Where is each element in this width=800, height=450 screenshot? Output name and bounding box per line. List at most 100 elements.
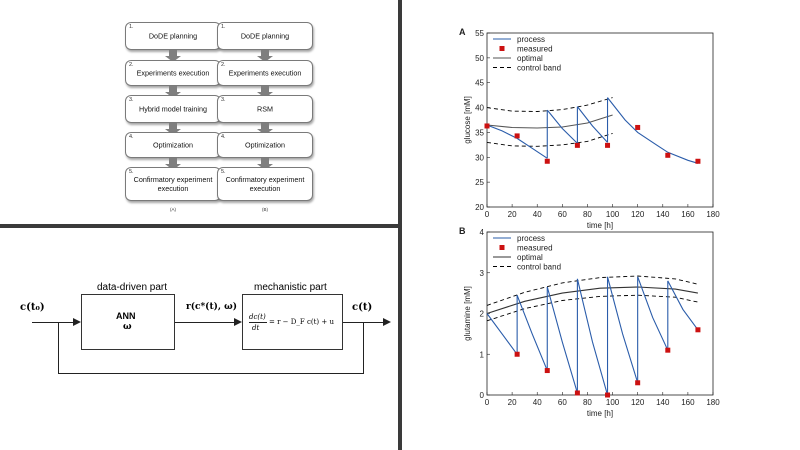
output-arrow-icon [383,318,391,326]
equation-denominator: dt [252,324,260,332]
x-tick-label: 120 [631,210,645,219]
equation-rhs: = r − D_F c(t) + u [269,318,334,326]
x-tick-label: 20 [508,398,517,407]
y-tick-label: 3 [480,269,485,278]
step-number: 4. [129,134,134,140]
legend-label: measured [517,244,553,253]
flowchart-b-step-3: 3. RSM [217,95,313,123]
step-number: 3. [221,97,226,103]
measured-point [544,368,550,374]
y-tick-label: 35 [475,128,484,137]
x-tick-label: 140 [656,210,670,219]
input-connector [32,322,73,323]
process-line-segment [576,278,609,396]
step-label: RSM [257,104,273,114]
measured-point [605,392,611,398]
process-line-segment [637,276,669,351]
x-tick-label: 80 [583,210,592,219]
feedback-line-up [58,322,59,374]
legend-label: control band [517,263,561,272]
legend-label: optimal [517,54,543,63]
x-axis-label: time [h] [587,409,613,418]
x-tick-label: 100 [606,210,620,219]
process-line-segment [546,109,578,144]
legend-label: process [517,35,545,44]
y-tick-label: 0 [480,391,485,400]
control-band-line [486,132,613,147]
measured-point [605,142,611,148]
legend-label: control band [517,64,561,73]
measured-point [574,390,580,396]
measured-point [635,380,641,386]
plot-frame [486,32,714,208]
legend-label: process [517,234,545,243]
optimal-line [486,286,698,315]
x-tick-label: 80 [583,398,592,407]
x-tick-label: 140 [656,398,670,407]
flowchart-a-step-2: 2. Experiments execution [125,60,221,86]
step-label: Hybrid model training [139,104,207,114]
process-line-segment [606,276,639,383]
y-tick-label: 40 [475,104,484,113]
x-tick-label: 180 [706,210,720,219]
charts-area: 0 20 40 60 80 100 120 140 160 1802025303540455055… [459,27,720,418]
measured-point [514,133,520,139]
step-number: 5. [129,169,134,175]
control-band-line [486,97,613,112]
ann-label: ANN [116,311,136,321]
flowchart-a-step-1: 1. DoDE planning [125,22,221,50]
glucose-chart: 0 20 40 60 80 100 120 140 160 1802025303540455055… [459,27,720,230]
control-band-line [486,294,698,322]
rate-arrow-icon [234,318,242,326]
legend-label: measured [517,45,553,54]
measured-point [695,327,701,333]
y-tick-label: 55 [475,29,484,38]
x-axis-label: time [h] [587,221,613,230]
flowchart-b-step-1: 1. DoDE planning [217,22,313,50]
flowchart-b-step-4: 4. Optimization [217,132,313,158]
output-label: c(t) [352,302,373,313]
measured-point [484,123,490,129]
step-number: 1. [221,24,226,30]
process-line-segment [486,313,518,355]
data-driven-title: data-driven part [97,282,168,293]
x-tick-label: 180 [706,398,720,407]
legend-measured-swatch [499,245,505,250]
step-number: 4. [221,134,226,140]
measured-point [695,158,701,164]
y-tick-label: 30 [475,153,484,162]
x-tick-label: 60 [558,210,567,219]
x-tick-label: 20 [508,210,517,219]
rate-label: r(c*(t), ω) [186,302,237,312]
process-line-segment [516,295,548,371]
step-label: DoDE planning [148,31,198,41]
y-tick-label: 25 [475,178,484,187]
y-axis-label: glucose [mM] [463,96,472,144]
legend-measured-swatch [499,46,505,51]
step-number: 2. [221,62,226,68]
x-tick-label: 40 [533,398,542,407]
x-tick-label: 0 [485,210,490,219]
flowchart-a-caption: (A) [170,207,176,212]
feedback-line-down [363,322,364,374]
step-number: 3. [129,97,134,103]
y-tick-label: 50 [475,54,484,63]
y-tick-label: 45 [475,79,484,88]
y-tick-label: 1 [480,350,485,359]
flowchart-a-step-5: 5. Confirmatory experiment execution [125,167,221,201]
step-label: Confirmatory experiment execution [225,175,305,193]
y-tick-label: 4 [480,228,485,237]
step-label: Experiments execution [228,68,302,78]
mechanistic-title: mechanistic part [254,282,327,293]
flowchart-b-step-2: 2. Experiments execution [217,60,313,86]
vertical-panel-divider [398,0,402,450]
legend-label: optimal [517,253,543,262]
step-label: Optimization [153,140,193,150]
measured-point [635,124,641,130]
glutamine-chart: 0 20 40 60 80 100 120 140 160 180 0 1 2 3 4 time [h] glu… [459,226,720,418]
step-label: DoDE planning [240,31,290,41]
step-label: Optimization [245,140,285,150]
measured-point [665,152,671,158]
step-label: Confirmatory experiment execution [133,175,213,193]
step-number: 1. [129,24,134,30]
